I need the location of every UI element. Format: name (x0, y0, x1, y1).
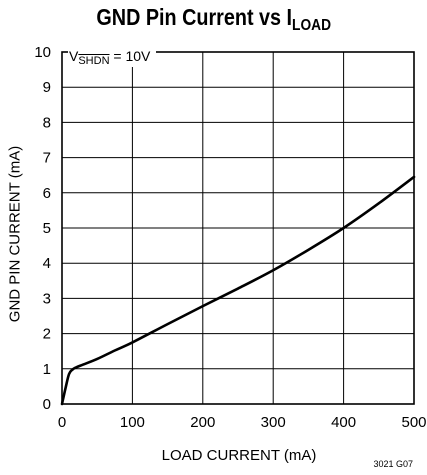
condition-label: VSHDN = 10V (68, 48, 157, 67)
condition-suffix: = 10V (109, 48, 151, 64)
x-tick-label: 0 (58, 414, 66, 431)
y-tick-label: 10 (34, 44, 51, 61)
series-group (60, 175, 416, 406)
chart-title-main: GND Pin Current vs I (96, 4, 293, 30)
x-tick-label: 400 (331, 414, 356, 431)
plot-frame (61, 51, 415, 405)
y-axis-title: GND PIN CURRENT (mA) (6, 145, 24, 323)
y-tick-label: 2 (43, 326, 51, 343)
chart-title-subscript: LOAD (292, 17, 332, 34)
chart-title: GND Pin Current vs ILOAD (30, 4, 397, 35)
y-tick-label: 7 (43, 150, 51, 167)
x-axis-title: LOAD CURRENT (mA) (161, 447, 317, 464)
y-tick-label: 6 (43, 185, 51, 202)
x-tick-label: 200 (190, 414, 215, 431)
x-tick-label: 100 (120, 414, 145, 431)
condition-subscript: SHDN (78, 55, 110, 67)
y-tick-label: 9 (43, 79, 51, 96)
series-line (60, 175, 416, 406)
y-tick-labels: 0 1 2 3 4 5 6 7 8 9 10 (34, 44, 51, 413)
y-tick-label: 1 (43, 361, 51, 378)
y-tick-label: 4 (43, 255, 51, 272)
condition-prefix: V (69, 48, 79, 64)
y-tick-label: 5 (43, 220, 51, 237)
figure-id: 3021 G07 (373, 459, 413, 469)
grid (62, 52, 414, 404)
y-tick-label: 0 (43, 396, 51, 413)
x-tick-labels: 0 100 200 300 400 500 (58, 414, 427, 431)
x-tick-label: 300 (261, 414, 286, 431)
y-tick-label: 3 (43, 290, 51, 307)
y-tick-label: 8 (43, 114, 51, 131)
x-tick-label: 500 (401, 414, 426, 431)
